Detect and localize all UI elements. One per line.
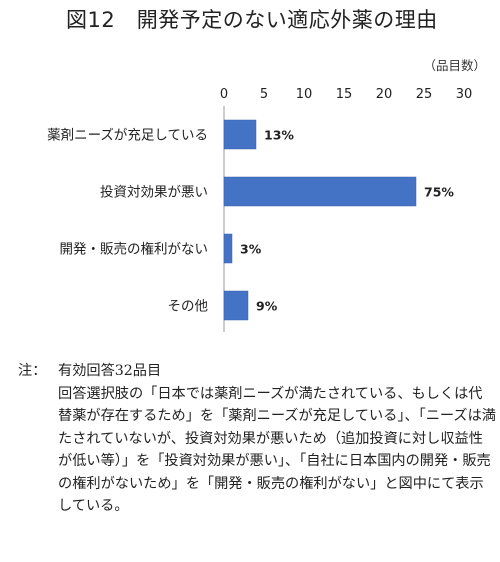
note-body: 回答選択肢の「日本では薬剤ニーズが満たされている、もしくは代替薬が存在するため」… xyxy=(58,385,496,515)
x-tick-label: 0 xyxy=(220,87,228,102)
x-tick-label: 25 xyxy=(416,87,433,102)
unit-label: （品目数） xyxy=(423,58,486,73)
bar xyxy=(223,176,417,207)
data-label: 3% xyxy=(240,242,262,257)
bars xyxy=(223,119,417,321)
chart-title: 図12 開発予定のない適応外薬の理由 xyxy=(66,8,438,32)
x-tick-label: 5 xyxy=(260,87,268,102)
data-label: 13% xyxy=(264,128,294,143)
bar xyxy=(223,119,257,150)
bar xyxy=(223,233,233,264)
x-axis-ticks: 0 5 10 15 20 25 30 xyxy=(220,87,472,102)
note-first-line: 有効回答32品目 xyxy=(58,363,162,379)
data-labels: 13% 75% 3% 9% xyxy=(240,128,454,314)
x-tick-label: 10 xyxy=(296,87,313,102)
bar-chart: （品目数） 0 5 10 15 20 25 30 薬剤ニーズが充足している投資対効果が悪い開… xyxy=(47,58,486,332)
category-label: 投資対効果が悪い xyxy=(100,185,208,201)
category-label: 薬剤ニーズが充足している xyxy=(47,128,208,144)
footnote: 注： 有効回答32品目 回答選択肢の「日本では薬剤ニーズが満たされている、もしく… xyxy=(18,360,496,518)
data-label: 75% xyxy=(424,185,454,200)
data-label: 9% xyxy=(256,299,278,314)
note-label: 注： xyxy=(18,363,47,379)
x-tick-label: 20 xyxy=(376,87,393,102)
category-label: 開発・販売の権利がない xyxy=(60,241,209,258)
bar xyxy=(223,290,249,321)
category-label: その他 xyxy=(168,299,209,315)
x-tick-label: 30 xyxy=(456,87,473,102)
x-tick-label: 15 xyxy=(336,87,353,102)
